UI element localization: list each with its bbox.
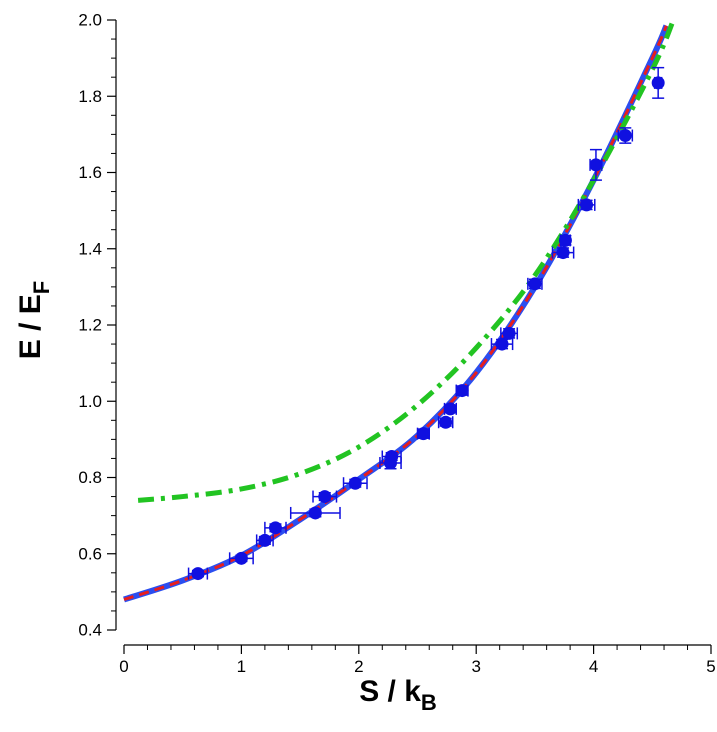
y-tick-label: 0.6 bbox=[78, 544, 102, 563]
point-marker bbox=[416, 427, 430, 441]
point-marker bbox=[234, 551, 248, 565]
axes: 0 1 2 3 4 5 0.4 0.6 0.8 1.0 1.2 1.4 1.6 1.8 2.0 bbox=[78, 11, 715, 677]
point-marker bbox=[495, 337, 509, 351]
point-marker bbox=[589, 158, 603, 172]
data-point bbox=[416, 427, 430, 441]
data-point bbox=[264, 521, 287, 535]
x-tick-label: 5 bbox=[706, 657, 715, 676]
point-marker bbox=[580, 198, 594, 212]
point-marker bbox=[268, 521, 282, 535]
data-point bbox=[342, 476, 368, 490]
data-point bbox=[455, 384, 469, 398]
data-point bbox=[228, 551, 254, 565]
point-marker bbox=[348, 476, 362, 490]
point-marker bbox=[558, 233, 572, 247]
point-marker bbox=[556, 246, 570, 260]
data-point bbox=[255, 533, 274, 547]
data-point bbox=[500, 326, 519, 340]
data-points bbox=[187, 66, 665, 581]
data-point bbox=[443, 402, 457, 416]
data-point bbox=[490, 337, 514, 351]
x-tick-label: 0 bbox=[119, 657, 128, 676]
y-tick-label: 1.0 bbox=[78, 392, 102, 411]
curve-dashdot bbox=[137, 19, 676, 503]
y-tick-label: 1.8 bbox=[78, 87, 102, 106]
y-tick-label: 1.2 bbox=[78, 316, 102, 335]
curve-dashed bbox=[123, 25, 668, 601]
point-marker bbox=[258, 533, 272, 547]
point-marker bbox=[191, 567, 205, 581]
x-tick-label: 2 bbox=[354, 657, 363, 676]
y-tick-label: 1.6 bbox=[78, 163, 102, 182]
data-point bbox=[577, 198, 596, 212]
data-point bbox=[381, 450, 402, 464]
data-point bbox=[527, 277, 543, 291]
y-tick-label: 2.0 bbox=[78, 11, 102, 30]
data-point bbox=[289, 506, 341, 520]
point-marker bbox=[618, 129, 632, 143]
data-point bbox=[437, 415, 454, 429]
y-tick-label: 0.8 bbox=[78, 468, 102, 487]
x-tick-label: 1 bbox=[237, 657, 246, 676]
point-marker bbox=[385, 450, 399, 464]
point-marker bbox=[443, 402, 457, 416]
x-tick-label: 4 bbox=[589, 657, 598, 676]
data-point bbox=[617, 127, 634, 144]
y-tick-label: 0.4 bbox=[78, 621, 102, 640]
x-tick-label: 3 bbox=[471, 657, 480, 676]
point-marker bbox=[439, 415, 453, 429]
data-point bbox=[651, 66, 665, 99]
point-marker bbox=[318, 490, 332, 504]
data-point bbox=[312, 490, 338, 504]
point-marker bbox=[528, 277, 542, 291]
point-marker bbox=[308, 506, 322, 520]
data-point bbox=[551, 246, 575, 260]
x-axis-label: S / kB bbox=[359, 675, 437, 715]
y-axis-label: E / EF bbox=[14, 281, 54, 359]
data-point bbox=[558, 233, 572, 247]
y-tick-label: 1.4 bbox=[78, 239, 102, 258]
point-marker bbox=[502, 326, 516, 340]
data-point bbox=[589, 148, 603, 181]
curve-solid bbox=[123, 24, 670, 603]
point-marker bbox=[651, 76, 665, 90]
point-marker bbox=[455, 384, 469, 398]
data-point bbox=[187, 567, 209, 581]
curves bbox=[123, 19, 676, 603]
